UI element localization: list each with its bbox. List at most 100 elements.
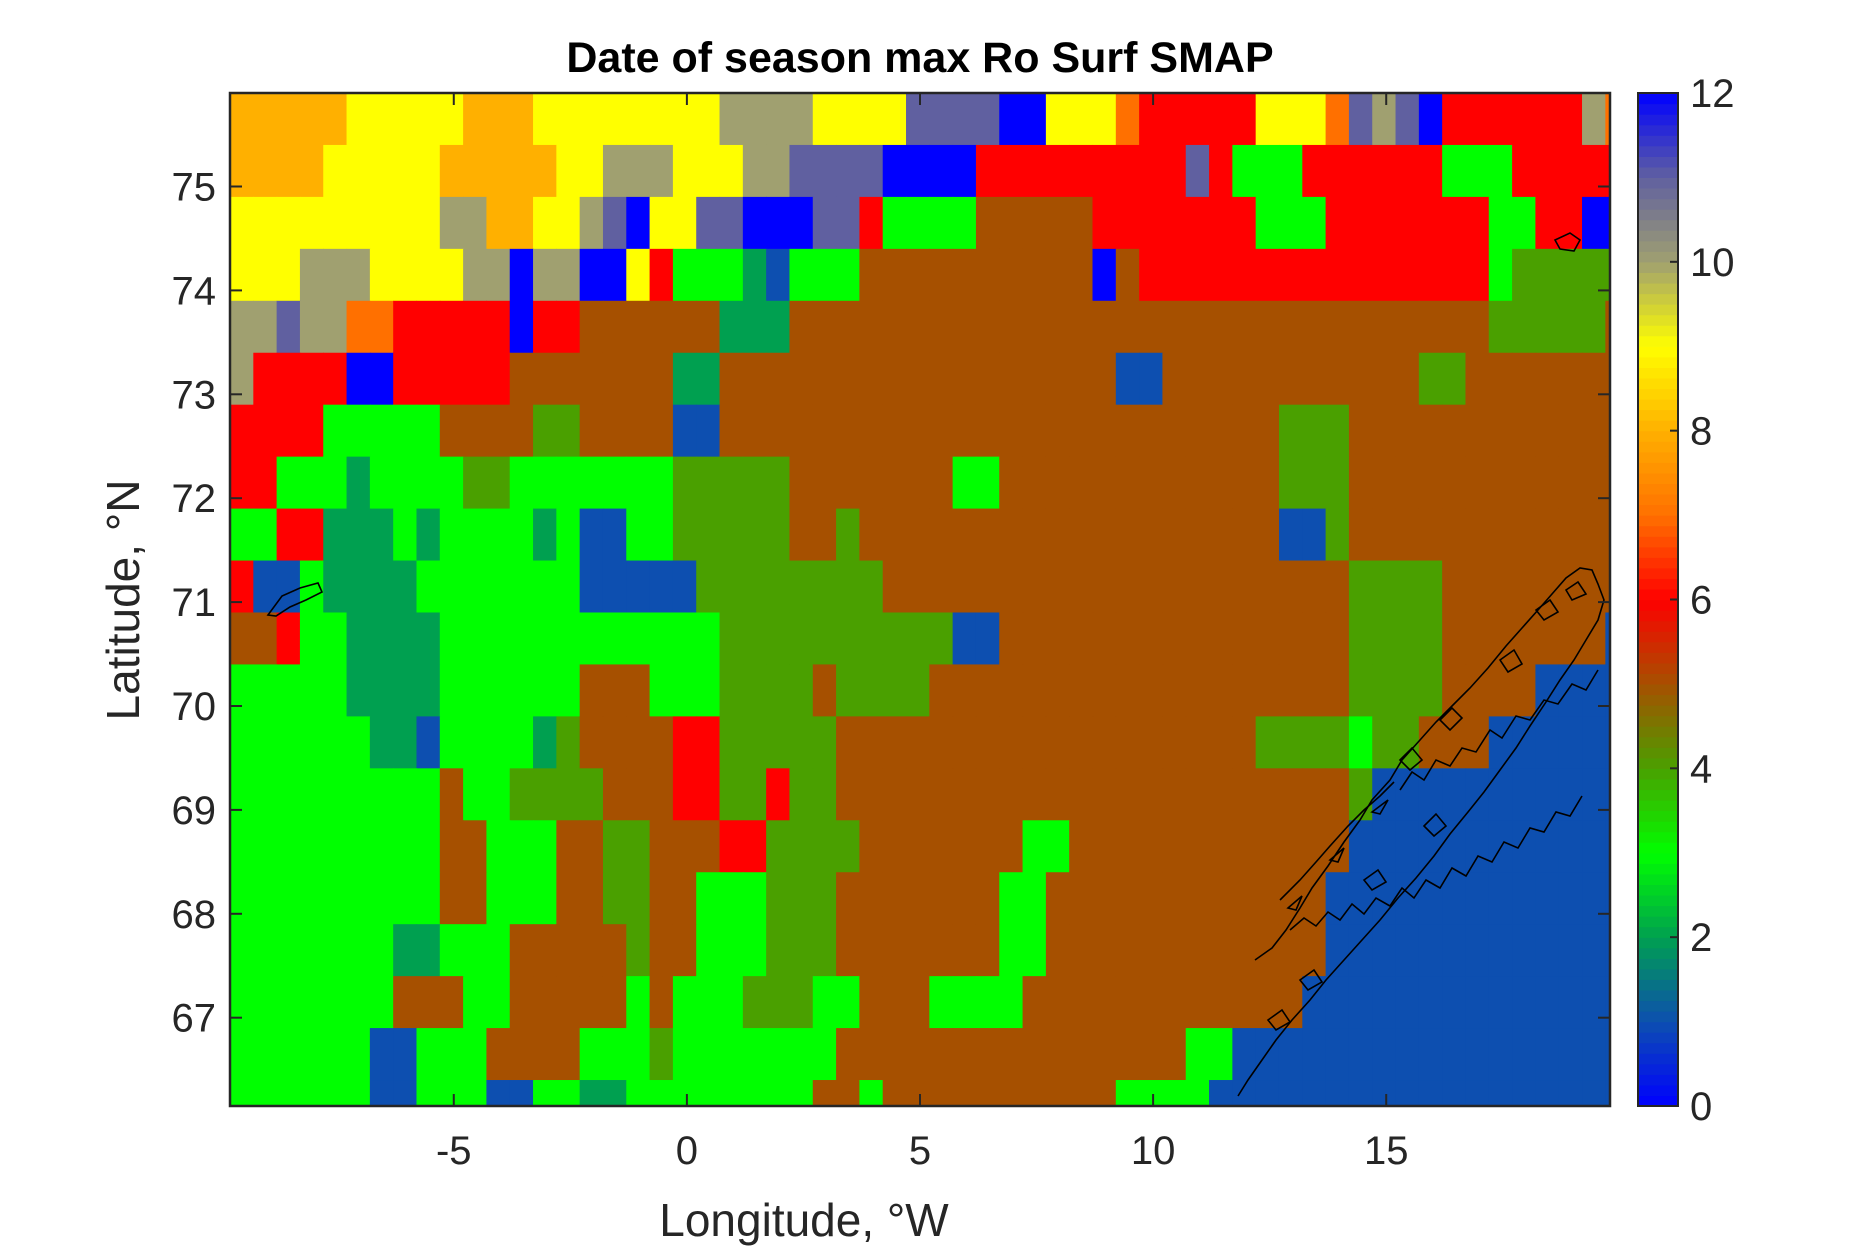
heatmap-cell bbox=[812, 976, 837, 1029]
heatmap-cell bbox=[696, 820, 721, 873]
heatmap-cell bbox=[1022, 768, 1047, 821]
heatmap-cell bbox=[999, 976, 1024, 1029]
heatmap-cell bbox=[1348, 1080, 1373, 1107]
heatmap-cell bbox=[439, 664, 464, 717]
heatmap-cell bbox=[766, 248, 791, 302]
heatmap-cell bbox=[579, 612, 604, 666]
colorbar-band bbox=[1638, 335, 1678, 347]
heatmap-cell bbox=[906, 560, 930, 614]
heatmap-cell bbox=[1232, 560, 1257, 614]
heatmap-cell bbox=[742, 144, 767, 198]
heatmap-cell bbox=[346, 612, 371, 666]
heatmap-cell bbox=[1115, 560, 1140, 614]
heatmap-cell bbox=[1162, 404, 1187, 458]
heatmap-cell bbox=[1022, 300, 1047, 354]
heatmap-cell bbox=[1348, 404, 1373, 458]
heatmap-cell bbox=[602, 196, 627, 250]
heatmap-cell bbox=[486, 248, 511, 302]
heatmap-cell bbox=[626, 820, 651, 873]
heatmap-cell bbox=[672, 1080, 697, 1107]
heatmap-cell bbox=[1372, 1080, 1397, 1107]
heatmap-cell bbox=[766, 768, 791, 821]
heatmap-cell bbox=[393, 144, 418, 198]
heatmap-cell bbox=[626, 664, 651, 717]
heatmap-cell bbox=[439, 924, 464, 977]
heatmap-cell bbox=[789, 196, 814, 250]
heatmap-cell bbox=[766, 1080, 791, 1107]
heatmap-cell bbox=[230, 820, 254, 873]
heatmap-cell bbox=[230, 300, 254, 354]
heatmap-cell bbox=[416, 456, 441, 510]
heatmap-cell bbox=[742, 93, 767, 146]
heatmap-cell bbox=[556, 924, 581, 977]
heatmap-cell bbox=[859, 560, 884, 614]
heatmap-cell bbox=[1232, 924, 1257, 977]
heatmap-cell bbox=[463, 144, 488, 198]
heatmap-cell bbox=[1325, 768, 1350, 821]
heatmap-cell bbox=[1418, 248, 1443, 302]
heatmap-cell bbox=[882, 976, 907, 1029]
heatmap-cell bbox=[1465, 456, 1490, 510]
heatmap-cell bbox=[1162, 248, 1187, 302]
heatmap-cell bbox=[789, 768, 814, 821]
heatmap-cell bbox=[1185, 1028, 1210, 1081]
heatmap-cell bbox=[882, 1080, 907, 1107]
heatmap-cell bbox=[859, 768, 884, 821]
heatmap-cell bbox=[393, 352, 418, 406]
heatmap-cell bbox=[602, 404, 627, 458]
heatmap-cell bbox=[1395, 456, 1420, 510]
heatmap-cell bbox=[463, 196, 488, 250]
heatmap-cell bbox=[1582, 508, 1606, 562]
heatmap-cell bbox=[369, 924, 394, 977]
heatmap-cell bbox=[369, 820, 394, 873]
heatmap-cell bbox=[1535, 93, 1560, 146]
heatmap-cell bbox=[1069, 93, 1094, 146]
heatmap-cell bbox=[649, 924, 674, 977]
heatmap-cell bbox=[1512, 612, 1537, 666]
colorbar-band bbox=[1638, 504, 1678, 516]
heatmap-cell bbox=[742, 872, 767, 925]
heatmap-cell bbox=[1022, 1080, 1047, 1107]
heatmap-cell bbox=[393, 872, 418, 925]
heatmap-cell bbox=[1348, 144, 1373, 198]
heatmap-cell bbox=[276, 976, 301, 1029]
heatmap-cell bbox=[439, 300, 464, 354]
heatmap-cell bbox=[579, 924, 604, 977]
heatmap-cell bbox=[789, 976, 814, 1029]
heatmap-cell bbox=[276, 1028, 301, 1081]
heatmap-cell bbox=[952, 872, 977, 925]
colorbar-tick-label: 4 bbox=[1690, 747, 1712, 791]
heatmap-cell bbox=[626, 93, 651, 146]
heatmap-cell bbox=[952, 352, 977, 406]
heatmap-cell bbox=[533, 1028, 557, 1081]
heatmap-cell bbox=[1372, 664, 1397, 717]
heatmap-cell bbox=[486, 196, 511, 250]
heatmap-cell bbox=[999, 716, 1024, 769]
heatmap-cell bbox=[533, 300, 557, 354]
heatmap-cell bbox=[1512, 404, 1537, 458]
heatmap-cell bbox=[556, 820, 581, 873]
heatmap-cell bbox=[602, 768, 627, 821]
heatmap-cell bbox=[859, 508, 884, 562]
heatmap-cell bbox=[276, 456, 301, 510]
y-axis-ticks: 67 68 69 70 71 72 73 74 75 bbox=[172, 166, 1610, 1041]
heatmap-cell bbox=[1348, 248, 1373, 302]
heatmap-cell bbox=[906, 664, 930, 717]
heatmap-cell bbox=[299, 1080, 324, 1107]
heatmap-cell bbox=[906, 1080, 930, 1107]
heatmap-cell bbox=[1185, 664, 1210, 717]
heatmap-cell bbox=[533, 924, 557, 977]
heatmap-cell bbox=[766, 300, 791, 354]
heatmap-cell bbox=[346, 352, 371, 406]
heatmap-cell bbox=[486, 300, 511, 354]
colorbar-band bbox=[1638, 272, 1678, 284]
heatmap-cell bbox=[929, 872, 954, 925]
heatmap-cell bbox=[486, 924, 511, 977]
heatmap-cell bbox=[1255, 1028, 1280, 1081]
heatmap-cell bbox=[1605, 820, 1611, 873]
heatmap-cell bbox=[1045, 144, 1070, 198]
heatmap-cell bbox=[346, 872, 371, 925]
heatmap-cell bbox=[789, 93, 814, 146]
heatmap-cell bbox=[766, 924, 791, 977]
colorbar-band bbox=[1638, 905, 1678, 917]
